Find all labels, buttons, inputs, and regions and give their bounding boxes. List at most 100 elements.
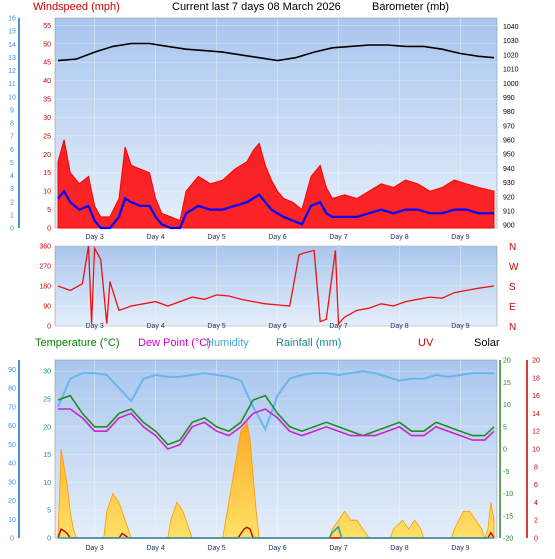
compass-label: W — [509, 262, 519, 273]
series-barometer — [57, 42, 495, 62]
beaufort-tick-label: 7 — [10, 134, 14, 141]
direction-tick-label: 90 — [43, 304, 51, 311]
humidity-tick-label: 70 — [8, 404, 16, 411]
temp-tick-label: -5 — [503, 469, 509, 476]
barometer-tick-label: 950 — [503, 152, 515, 159]
windspeed-tick-label: 0 — [47, 226, 51, 233]
compass-label: S — [509, 282, 516, 293]
temp-tick-label: -20 — [503, 536, 513, 543]
beaufort-tick-label: 5 — [10, 160, 14, 167]
humidity-tick-label: 30 — [8, 479, 16, 486]
beaufort-tick-label: 13 — [8, 55, 16, 62]
barometer-tick-label: 910 — [503, 208, 515, 215]
series-temperature — [57, 394, 495, 446]
x-tick-label: Day 5 — [207, 234, 225, 241]
windspeed-tick-label: 25 — [43, 133, 51, 140]
rain-tick-label: 30 — [43, 369, 51, 376]
temp-tick-label: 20 — [503, 358, 511, 365]
windspeed-tick-label: 40 — [43, 78, 51, 85]
windspeed-axis-title: Windspeed (mph) — [33, 1, 120, 13]
temp-tick-label: -10 — [503, 491, 513, 498]
windspeed-tick-label: 55 — [43, 23, 51, 30]
barometer-tick-label: 1020 — [503, 52, 519, 59]
solar-legend: Solar — [474, 337, 500, 349]
direction-tick-label: 0 — [47, 324, 51, 331]
compass-label: N — [509, 322, 516, 333]
uv-tick-label: 18 — [532, 375, 540, 382]
windspeed-tick-label: 20 — [43, 152, 51, 159]
humidity-tick-label: 0 — [10, 536, 14, 543]
beaufort-tick-label: 15 — [8, 29, 16, 36]
temp-tick-label: 0 — [503, 447, 507, 454]
uv-legend: UV — [418, 337, 434, 349]
uv-tick-label: 10 — [532, 447, 540, 454]
series-dew-point — [58, 408, 495, 450]
windspeed-tick-label: 50 — [43, 41, 51, 48]
beaufort-tick-label: 11 — [8, 81, 15, 88]
windspeed-tick-label: 15 — [43, 170, 51, 177]
beaufort-tick-label: 8 — [10, 121, 14, 128]
barometer-tick-label: 980 — [503, 109, 515, 116]
temp-tick-label: -15 — [503, 513, 513, 520]
humidity-legend: Humidity — [206, 337, 249, 349]
uv-tick-label: 6 — [534, 482, 538, 489]
beaufort-tick-label: 12 — [8, 68, 16, 75]
uv-tick-label: 14 — [532, 411, 540, 418]
beaufort-tick-label: 16 — [8, 16, 16, 23]
temp-tick-label: 15 — [503, 380, 511, 387]
humidity-tick-label: 20 — [8, 498, 16, 505]
windspeed-tick-label: 10 — [43, 189, 51, 196]
x-tick-label: Day 7 — [329, 234, 347, 241]
rain-tick-label: 20 — [43, 424, 51, 431]
rain-tick-label: 10 — [43, 480, 51, 487]
windspeed-tick-label: 30 — [43, 115, 51, 122]
series-solar — [57, 421, 495, 540]
dew-point-legend: Dew Point (°C) — [138, 337, 211, 349]
barometer-tick-label: 1000 — [503, 81, 519, 88]
x-tick-label: Day 3 — [85, 545, 103, 552]
uv-tick-label: 4 — [534, 500, 538, 507]
direction-tick-label: 270 — [39, 264, 51, 271]
series-direction — [57, 245, 495, 326]
x-tick-label: Day 4 — [146, 234, 164, 241]
x-tick-label: Day 4 — [146, 323, 164, 330]
beaufort-tick-label: 4 — [10, 173, 14, 180]
x-tick-label: Day 7 — [329, 545, 347, 552]
compass-label: E — [509, 302, 516, 313]
x-tick-label: Day 8 — [390, 323, 408, 330]
temperature-legend: Temperature (°C) — [35, 337, 119, 349]
uv-tick-label: 12 — [532, 429, 540, 436]
uv-tick-label: 0 — [534, 536, 538, 543]
windspeed-tick-label: 45 — [43, 60, 51, 67]
rain-tick-label: 0 — [47, 536, 51, 543]
humidity-tick-label: 60 — [8, 423, 16, 430]
temp-tick-label: 5 — [503, 424, 507, 431]
series-wind — [57, 189, 494, 230]
rainfall-legend: Rainfall (mm) — [276, 337, 341, 349]
barometer-tick-label: 1030 — [503, 38, 519, 45]
uv-tick-label: 16 — [532, 393, 540, 400]
compass-label: N — [509, 242, 516, 253]
series-gust — [57, 139, 495, 229]
x-tick-label: Day 6 — [268, 234, 286, 241]
humidity-tick-label: 10 — [8, 517, 16, 524]
barometer-tick-label: 1010 — [503, 67, 519, 74]
uv-tick-label: 8 — [534, 464, 538, 471]
x-tick-label: Day 3 — [85, 234, 103, 241]
windspeed-tick-label: 5 — [47, 207, 51, 214]
x-tick-label: Day 8 — [390, 545, 408, 552]
rain-tick-label: 15 — [43, 452, 51, 459]
x-tick-label: Day 4 — [146, 545, 164, 552]
humidity-tick-label: 50 — [8, 442, 16, 449]
chart-title: Current last 7 days 08 March 2026 — [172, 1, 341, 13]
barometer-tick-label: 940 — [503, 166, 515, 173]
beaufort-tick-label: 0 — [10, 226, 14, 233]
series-rainfall — [58, 525, 494, 539]
uv-tick-label: 20 — [532, 358, 540, 365]
humidity-tick-label: 40 — [8, 461, 16, 468]
barometer-axis-title: Barometer (mb) — [372, 1, 449, 13]
barometer-tick-label: 920 — [503, 194, 515, 201]
direction-tick-label: 360 — [39, 244, 51, 251]
